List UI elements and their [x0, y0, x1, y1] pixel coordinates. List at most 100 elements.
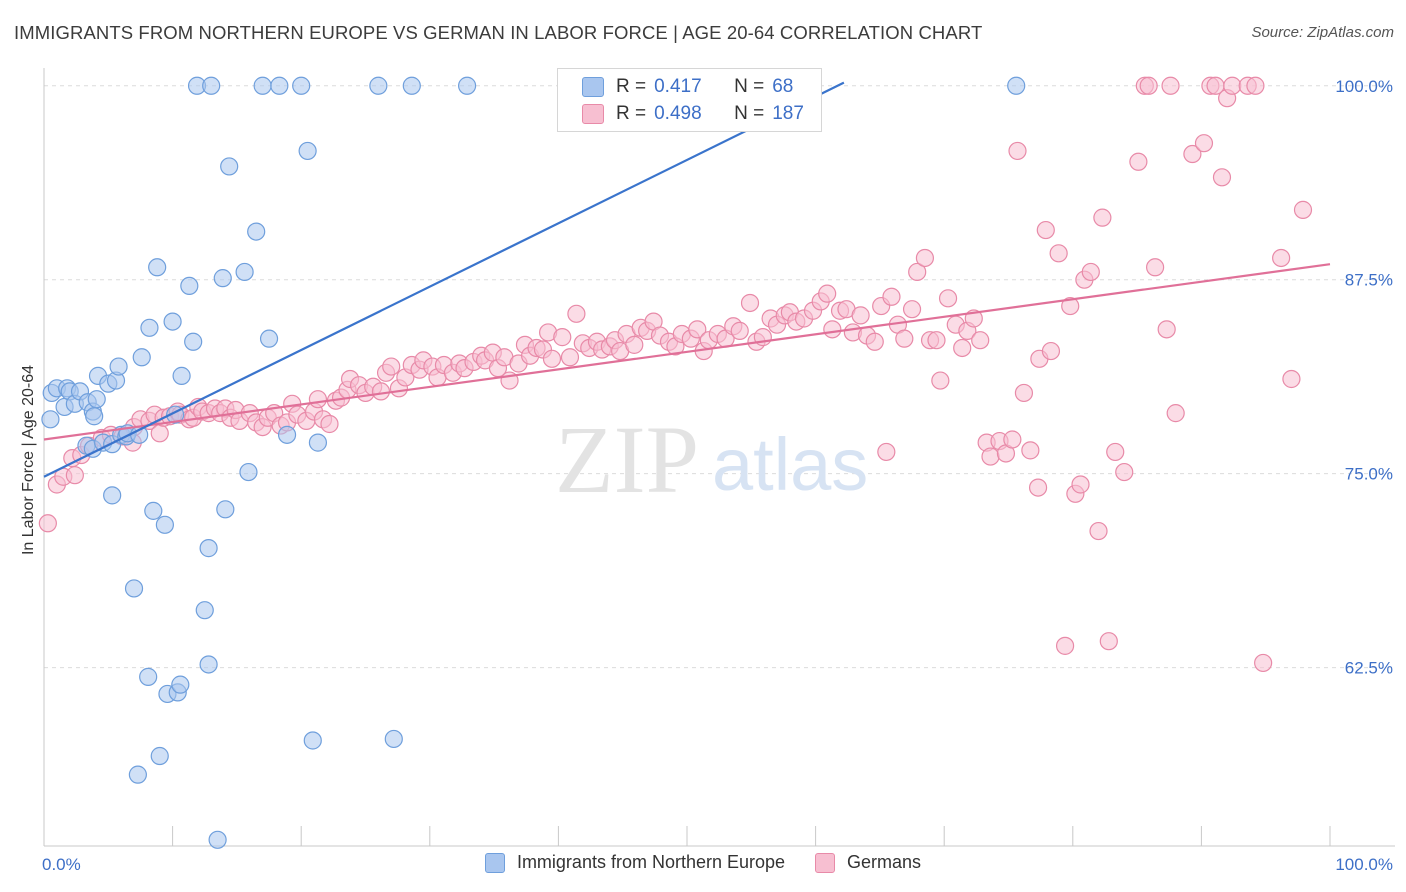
point-germans	[1028, 478, 1048, 497]
point-germans	[1129, 152, 1148, 171]
legend-label: Germans	[847, 852, 922, 872]
point-northern-europe	[235, 262, 254, 282]
source-label: Source: ZipAtlas.com	[1251, 24, 1394, 41]
point-northern-europe	[87, 390, 106, 409]
point-germans	[625, 335, 644, 354]
point-germans	[1036, 220, 1055, 240]
point-northern-europe	[369, 76, 388, 95]
point-germans	[818, 284, 837, 303]
point-germans	[851, 306, 870, 325]
legend-n-label: N =	[734, 103, 765, 124]
point-germans	[953, 338, 972, 358]
point-germans	[1183, 144, 1202, 164]
stats-legend: R = 0.417 N = 68 R = 0.498 N = 187	[557, 68, 822, 132]
point-northern-europe	[163, 312, 182, 331]
point-northern-europe	[402, 76, 421, 95]
point-northern-europe	[195, 601, 214, 620]
point-germans	[902, 300, 922, 319]
point-northern-europe	[202, 76, 221, 95]
point-northern-europe	[132, 348, 151, 367]
point-germans	[1008, 141, 1027, 161]
point-germans	[1194, 134, 1214, 153]
point-northern-europe	[128, 765, 147, 784]
legend-item-germans: Germans	[815, 852, 921, 873]
legend-row-northern-europe: R = 0.417 N = 68	[582, 75, 793, 99]
point-germans	[915, 248, 935, 268]
point-germans	[382, 357, 401, 376]
y-tick-label: 62.5%	[1345, 659, 1393, 678]
legend-r-value: 0.417	[654, 76, 702, 97]
y-tick-label: 100.0%	[1335, 77, 1393, 96]
point-germans	[1093, 208, 1112, 227]
point-germans	[938, 289, 958, 308]
x-tick-label: 0.0%	[42, 855, 81, 874]
point-germans	[308, 390, 328, 409]
legend-r-label: R =	[616, 103, 647, 124]
point-northern-europe	[384, 729, 403, 749]
point-northern-europe	[457, 76, 477, 95]
point-northern-europe	[184, 332, 203, 351]
point-northern-europe	[124, 579, 144, 598]
y-axis-label: In Labor Force | Age 20-64	[20, 364, 37, 556]
point-northern-europe	[103, 486, 122, 505]
tick-labels: 62.5% 75.0% 87.5% 100.0% 0.0% 100.0%	[42, 77, 1393, 874]
legend-swatch-blue	[484, 852, 505, 873]
watermark: ZIP atlas	[555, 406, 868, 513]
point-germans	[1071, 475, 1090, 494]
point-germans	[1081, 262, 1100, 282]
point-germans	[542, 349, 562, 368]
point-northern-europe	[140, 318, 159, 337]
point-northern-europe	[303, 731, 322, 750]
trend-lines	[43, 81, 1331, 478]
point-germans	[895, 329, 914, 348]
point-germans	[150, 424, 169, 443]
point-northern-europe	[172, 366, 191, 385]
point-germans	[730, 321, 749, 340]
point-germans	[38, 514, 57, 533]
point-northern-europe	[109, 357, 128, 376]
point-northern-europe	[208, 830, 227, 849]
point-germans	[1223, 76, 1242, 95]
point-northern-europe	[180, 276, 199, 296]
point-northern-europe	[220, 157, 239, 176]
point-northern-europe	[259, 329, 279, 348]
point-northern-europe	[199, 655, 218, 674]
point-germans	[553, 328, 572, 347]
point-germans	[560, 348, 580, 367]
point-northern-europe	[171, 675, 190, 694]
point-northern-europe	[155, 515, 174, 534]
x-tick-label: 100.0%	[1335, 855, 1393, 874]
point-germans	[1161, 76, 1180, 95]
point-northern-europe	[277, 425, 297, 444]
point-northern-europe	[213, 269, 232, 288]
point-northern-europe	[85, 407, 104, 426]
legend-r-label: R =	[616, 76, 647, 97]
point-northern-europe	[41, 410, 60, 429]
point-germans	[927, 331, 946, 350]
legend-label: Immigrants from Northern Europe	[516, 852, 786, 872]
legend-row-germans: R = 0.498 N = 187	[582, 102, 804, 126]
point-germans	[971, 331, 990, 350]
point-germans	[1014, 383, 1034, 403]
point-germans	[1021, 441, 1040, 460]
point-germans	[1049, 244, 1068, 263]
chart-title: IMMIGRANTS FROM NORTHERN EUROPE VS GERMA…	[14, 22, 983, 43]
point-northern-europe	[1007, 76, 1026, 95]
legend-item-northern-europe: Immigrants from Northern Europe	[484, 852, 786, 873]
point-germans	[371, 382, 391, 401]
point-germans	[908, 262, 927, 282]
point-germans	[823, 320, 842, 339]
point-germans	[65, 466, 84, 485]
point-germans	[1272, 248, 1291, 268]
legend-n-value: 68	[772, 76, 794, 97]
point-germans	[877, 442, 896, 462]
y-tick-label: 75.0%	[1345, 465, 1393, 484]
point-germans	[1115, 462, 1134, 482]
point-northern-europe	[148, 258, 167, 277]
point-northern-europe	[270, 76, 289, 95]
point-northern-europe	[216, 500, 235, 519]
series-legend: Immigrants from Northern Europe Germans	[0, 852, 1406, 873]
point-germans	[931, 371, 950, 390]
point-germans	[320, 414, 339, 434]
